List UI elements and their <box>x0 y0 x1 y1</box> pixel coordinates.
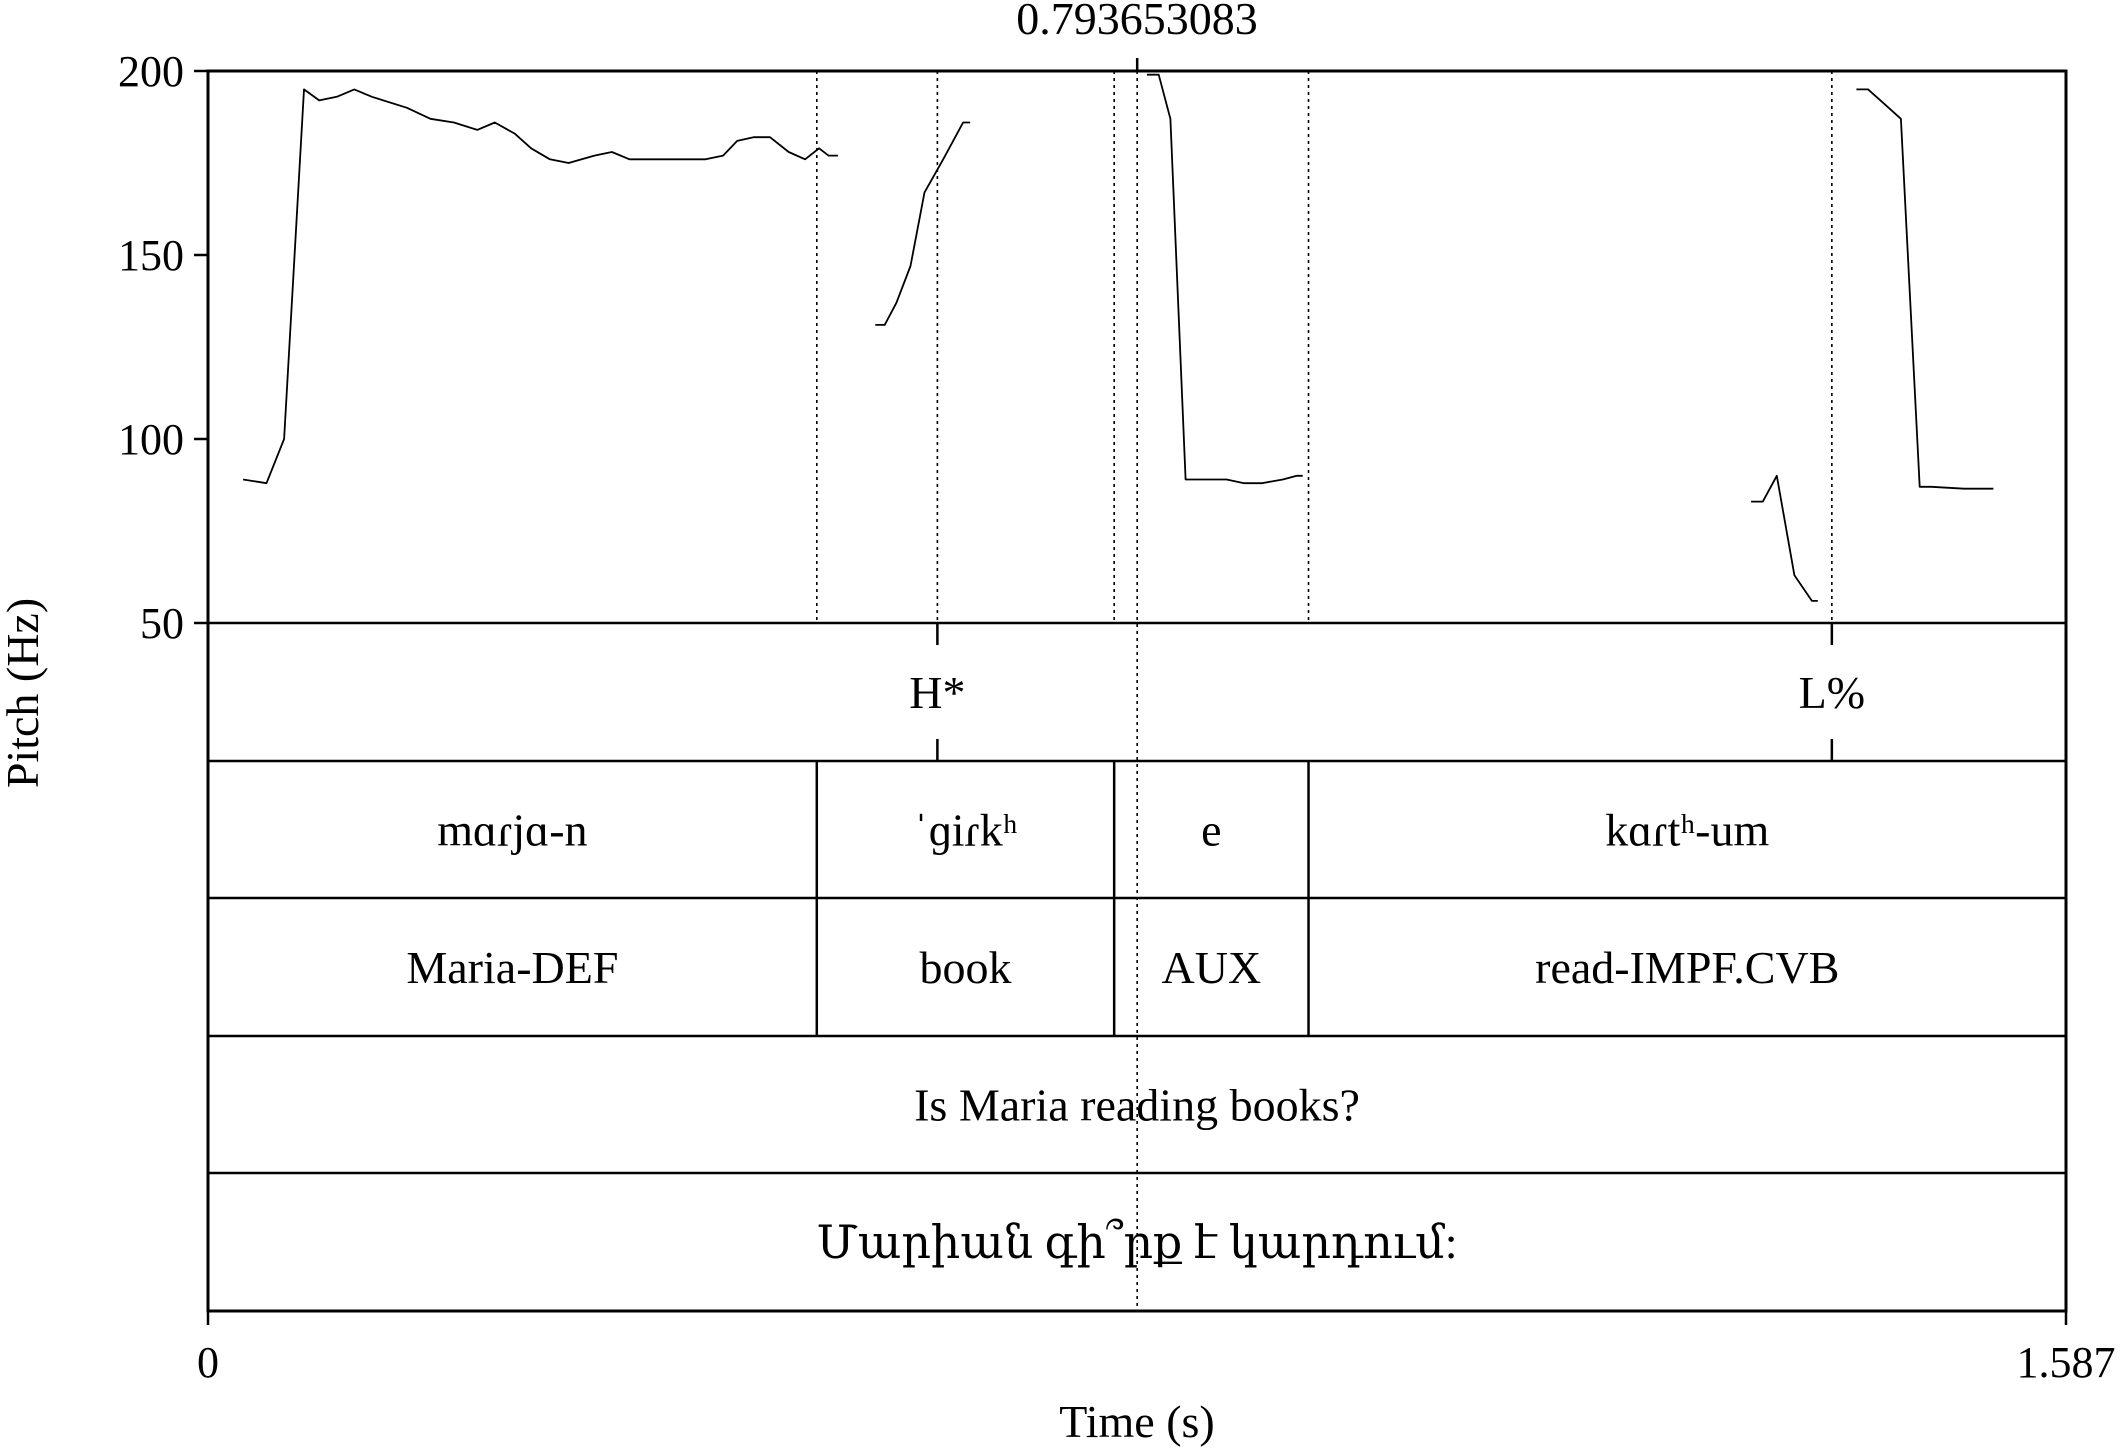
y-tick-label: 100 <box>118 415 184 464</box>
tier-interval-label: AUX <box>1162 942 1262 993</box>
cursor-time-label: 0.793653083 <box>1016 0 1258 44</box>
tier-interval-label: mɑɾjɑ-n <box>437 805 587 856</box>
tier-interval-label: ˈɡiɾkʰ <box>913 805 1017 856</box>
tone-label: L% <box>1799 667 1865 718</box>
y-tick-label: 150 <box>118 231 184 280</box>
tier-interval-label: e <box>1201 805 1221 856</box>
tier-interval-label: kɑɾtʰ-um <box>1605 805 1769 856</box>
pitch-segment-3 <box>1147 73 1303 485</box>
tier-interval-label: book <box>919 942 1011 993</box>
x-axis-title: Time (s) <box>1059 1396 1215 1447</box>
pitch-segment-2 <box>875 121 971 326</box>
y-axis-title: Pitch (Hz) <box>0 598 48 788</box>
tone-label: H* <box>909 667 965 718</box>
pitch-segment-4 <box>1751 474 1818 602</box>
x-tick-label-start: 0 <box>197 1338 219 1387</box>
y-tick-label: 50 <box>140 599 184 648</box>
y-tick-label: 200 <box>118 47 184 96</box>
y-axis: 200 150 100 50 <box>118 47 208 648</box>
pitch-segment-5 <box>1856 88 1994 490</box>
tier-interval-label: Maria-DEF <box>406 942 618 993</box>
pitch-track <box>242 73 1994 602</box>
tier-interval-label: read-IMPF.CVB <box>1535 942 1839 993</box>
x-tick-label-end: 1.587 <box>2017 1338 2116 1387</box>
pitch-segment-1 <box>242 88 838 485</box>
interval-boundaries <box>815 71 1310 1036</box>
annotation-tiers: H* L% mɑɾjɑ-n ˈɡiɾkʰ e kɑɾtʰ-um Maria-DEF book A… <box>406 71 1865 1268</box>
plot-frame <box>206 69 2068 1313</box>
